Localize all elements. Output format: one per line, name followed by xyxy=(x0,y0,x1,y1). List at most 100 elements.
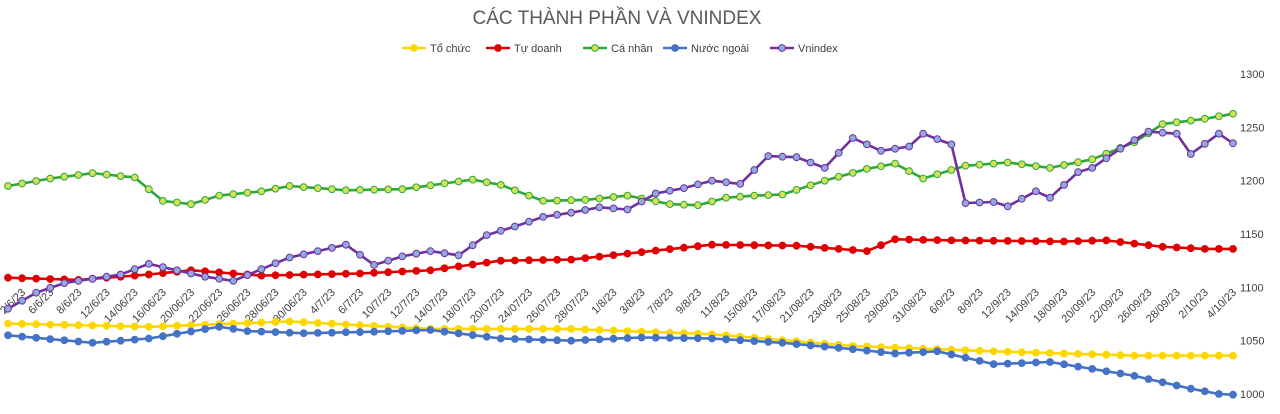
data-point xyxy=(18,332,27,341)
data-point xyxy=(1116,351,1125,360)
data-point xyxy=(581,336,590,344)
legend-item: Tổ chức xyxy=(402,43,471,55)
data-point xyxy=(370,268,379,277)
data-point xyxy=(159,263,167,272)
data-point xyxy=(1200,387,1209,396)
data-point xyxy=(1144,241,1153,250)
data-point xyxy=(440,327,449,336)
data-point xyxy=(947,166,956,174)
data-point xyxy=(665,186,674,195)
data-point xyxy=(567,336,576,345)
data-point xyxy=(342,320,350,329)
data-point xyxy=(271,328,280,337)
data-point xyxy=(834,149,843,157)
legend-label: Cá nhân xyxy=(611,43,653,55)
data-point xyxy=(215,322,224,331)
data-point xyxy=(1017,237,1026,245)
data-point xyxy=(877,241,885,250)
data-point xyxy=(173,329,181,338)
series-line xyxy=(7,130,1234,310)
data-point xyxy=(4,319,12,328)
data-point xyxy=(299,329,308,338)
legend-item: Tự doanh xyxy=(486,43,562,55)
data-point xyxy=(891,235,899,244)
data-point xyxy=(609,193,618,201)
data-point xyxy=(961,199,970,208)
data-point xyxy=(595,326,604,334)
data-point xyxy=(313,184,322,193)
data-point xyxy=(285,253,294,262)
data-point xyxy=(299,250,308,259)
data-point xyxy=(116,322,125,331)
data-point xyxy=(989,347,998,356)
data-point xyxy=(32,288,41,297)
data-point xyxy=(1032,237,1040,246)
data-point xyxy=(905,348,913,357)
data-point xyxy=(623,334,632,343)
data-point xyxy=(18,296,27,305)
data-point xyxy=(623,205,632,214)
data-point xyxy=(229,269,238,278)
y-tick-label: 1100 xyxy=(1240,282,1264,294)
data-point xyxy=(525,217,533,226)
data-point xyxy=(1060,161,1068,169)
data-point xyxy=(1229,109,1237,118)
data-point xyxy=(778,190,787,199)
series-line xyxy=(7,238,1233,282)
data-point xyxy=(637,333,646,342)
data-point xyxy=(722,335,730,344)
y-tick-label: 1150 xyxy=(1240,229,1264,241)
data-point xyxy=(1144,351,1153,360)
data-point xyxy=(553,325,561,333)
data-point xyxy=(144,270,153,279)
data-point xyxy=(595,252,604,261)
data-point xyxy=(1116,369,1125,378)
data-point xyxy=(243,319,252,328)
data-point xyxy=(454,329,463,338)
data-point xyxy=(806,158,815,167)
data-point xyxy=(680,334,688,343)
data-point xyxy=(989,236,998,245)
data-point xyxy=(271,271,280,280)
data-point xyxy=(187,200,195,209)
data-point xyxy=(680,243,688,252)
data-point xyxy=(313,319,322,327)
data-point xyxy=(32,274,41,283)
data-point xyxy=(750,241,759,250)
data-point xyxy=(130,265,139,274)
data-point xyxy=(975,236,984,245)
data-point xyxy=(1003,359,1012,368)
data-point xyxy=(778,338,787,347)
data-point xyxy=(736,241,745,249)
data-point xyxy=(468,175,477,184)
data-point xyxy=(1017,160,1026,169)
data-point xyxy=(243,327,252,336)
data-point xyxy=(299,270,308,279)
series-line xyxy=(7,325,1234,396)
data-point xyxy=(1074,362,1082,371)
data-point xyxy=(651,246,660,255)
data-point xyxy=(116,172,125,181)
data-point xyxy=(1074,168,1082,177)
data-point xyxy=(229,325,238,333)
data-point xyxy=(482,258,491,267)
data-point xyxy=(511,186,519,195)
data-point xyxy=(257,318,266,327)
data-point xyxy=(1003,347,1012,356)
data-point xyxy=(1074,237,1082,246)
data-point xyxy=(834,344,843,352)
data-point xyxy=(806,181,815,190)
data-point xyxy=(1032,348,1040,357)
data-point xyxy=(947,350,956,359)
data-point xyxy=(285,182,294,190)
data-point xyxy=(1017,348,1026,357)
legend-label: Tự doanh xyxy=(514,43,562,55)
data-point xyxy=(539,335,547,344)
data-point xyxy=(651,197,660,206)
x-tick-label: 7/8/23 xyxy=(646,287,676,317)
data-point xyxy=(848,169,857,177)
data-point xyxy=(989,159,998,168)
data-point xyxy=(440,179,449,188)
data-point xyxy=(891,144,899,153)
